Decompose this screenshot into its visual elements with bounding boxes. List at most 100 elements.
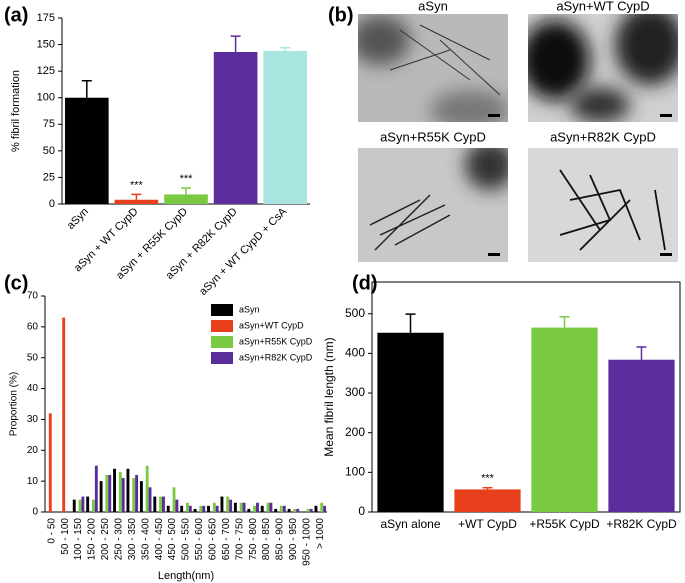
legend-label: aSyn [239,304,260,314]
x-tick-label: +WT CypD [458,517,517,531]
bar [242,502,246,512]
x-tick-label: 0 - 50 [46,518,57,544]
bar [213,52,258,204]
micrograph-title: aSyn+R55K CypD [380,129,486,144]
bar [229,499,233,512]
micrograph [358,14,508,122]
y-tick-label: 70 [27,291,39,302]
bar [94,465,98,512]
bar [159,496,163,512]
bar [145,465,149,512]
panel-label: (b) [328,4,354,26]
bar [274,508,278,512]
bar [113,468,116,512]
micrograph-title: aSyn+R82K CypD [550,129,656,144]
bar [233,502,237,512]
bar [314,505,318,512]
annotation: *** [180,173,194,185]
y-tick-label: 100 [345,465,365,479]
y-tick-label: 25 [43,171,55,183]
bar [202,505,206,512]
bar [608,359,675,512]
bar [132,478,136,512]
x-tick-label: 900 - 950 [288,518,299,561]
bar [139,481,143,512]
x-tick-label: 600 - 650 [207,518,218,561]
bar [269,502,273,512]
y-tick-label: 500 [345,306,365,320]
legend-swatch [211,304,233,316]
y-axis-label: % fibril formation [10,70,22,152]
x-tick-label: 200 - 250 [100,518,111,561]
error-bar [559,316,570,328]
x-tick-label: 400 - 450 [154,518,165,561]
y-tick-label: 175 [37,12,55,24]
y-tick-label: 60 [27,321,39,332]
bar [207,505,210,512]
error-bar [81,79,92,98]
error-bar [482,487,493,490]
error-bar [280,47,291,51]
bar [72,499,76,512]
x-tick-label: 300 - 350 [127,518,138,561]
y-tick-label: 300 [345,385,365,399]
y-tick-label: 0 [32,507,38,518]
x-tick-label: > 1000 [315,518,326,549]
bar [212,502,216,512]
y-tick-label: 20 [27,445,39,456]
bar [86,496,90,512]
legend-swatch [211,352,233,364]
bar [220,496,224,512]
bar [64,97,109,204]
plot-frame [371,281,681,513]
x-tick-label: aSyn + WT CypD + CsA [197,205,290,298]
panel-label: (d) [352,272,378,294]
bar [164,194,208,204]
x-tick-label: 700 - 750 [234,518,245,561]
x-tick-label: 550 - 600 [194,518,205,561]
bar [172,487,176,512]
bar [531,327,598,512]
bar [247,508,251,512]
error-bar [405,313,416,333]
legend-label: aSyn+R55K CypD [239,336,313,346]
x-tick-label: 800 - 850 [261,518,272,561]
annotation: *** [130,179,144,191]
bar [293,508,297,512]
error-bar [131,193,142,200]
bar [256,502,259,512]
bar [239,502,243,512]
error-bar [181,187,191,195]
legend-label: aSyn+R82K CypD [239,352,313,362]
bar [306,508,310,512]
bar [118,471,122,512]
y-tick-label: 400 [345,346,365,360]
bar [148,487,152,512]
y-tick-label: 50 [27,352,39,363]
x-axis-label: Length(nm) [158,570,214,582]
legend-swatch [211,336,233,348]
x-tick-label: 500 - 550 [181,518,192,561]
annotation: *** [481,473,495,485]
bar [323,505,327,512]
bar [266,502,270,512]
bar [99,481,103,512]
bar [287,508,291,512]
legend-label: aSyn+WT CypD [239,320,304,330]
x-tick-label: +R55K CypD [529,517,600,531]
bar [135,474,139,512]
y-tick-label: 125 [37,65,55,77]
x-tick-label: 650 - 700 [221,518,232,561]
micrograph [528,14,678,122]
bar [226,496,230,512]
y-tick-label: 200 [345,425,365,439]
bar [108,474,112,512]
bar [377,332,444,512]
bar [78,499,82,512]
x-tick-label: 250 - 300 [113,518,124,561]
bar [263,50,308,204]
y-tick-label: 40 [27,383,39,394]
bar [81,496,85,512]
error-bar [636,346,647,360]
